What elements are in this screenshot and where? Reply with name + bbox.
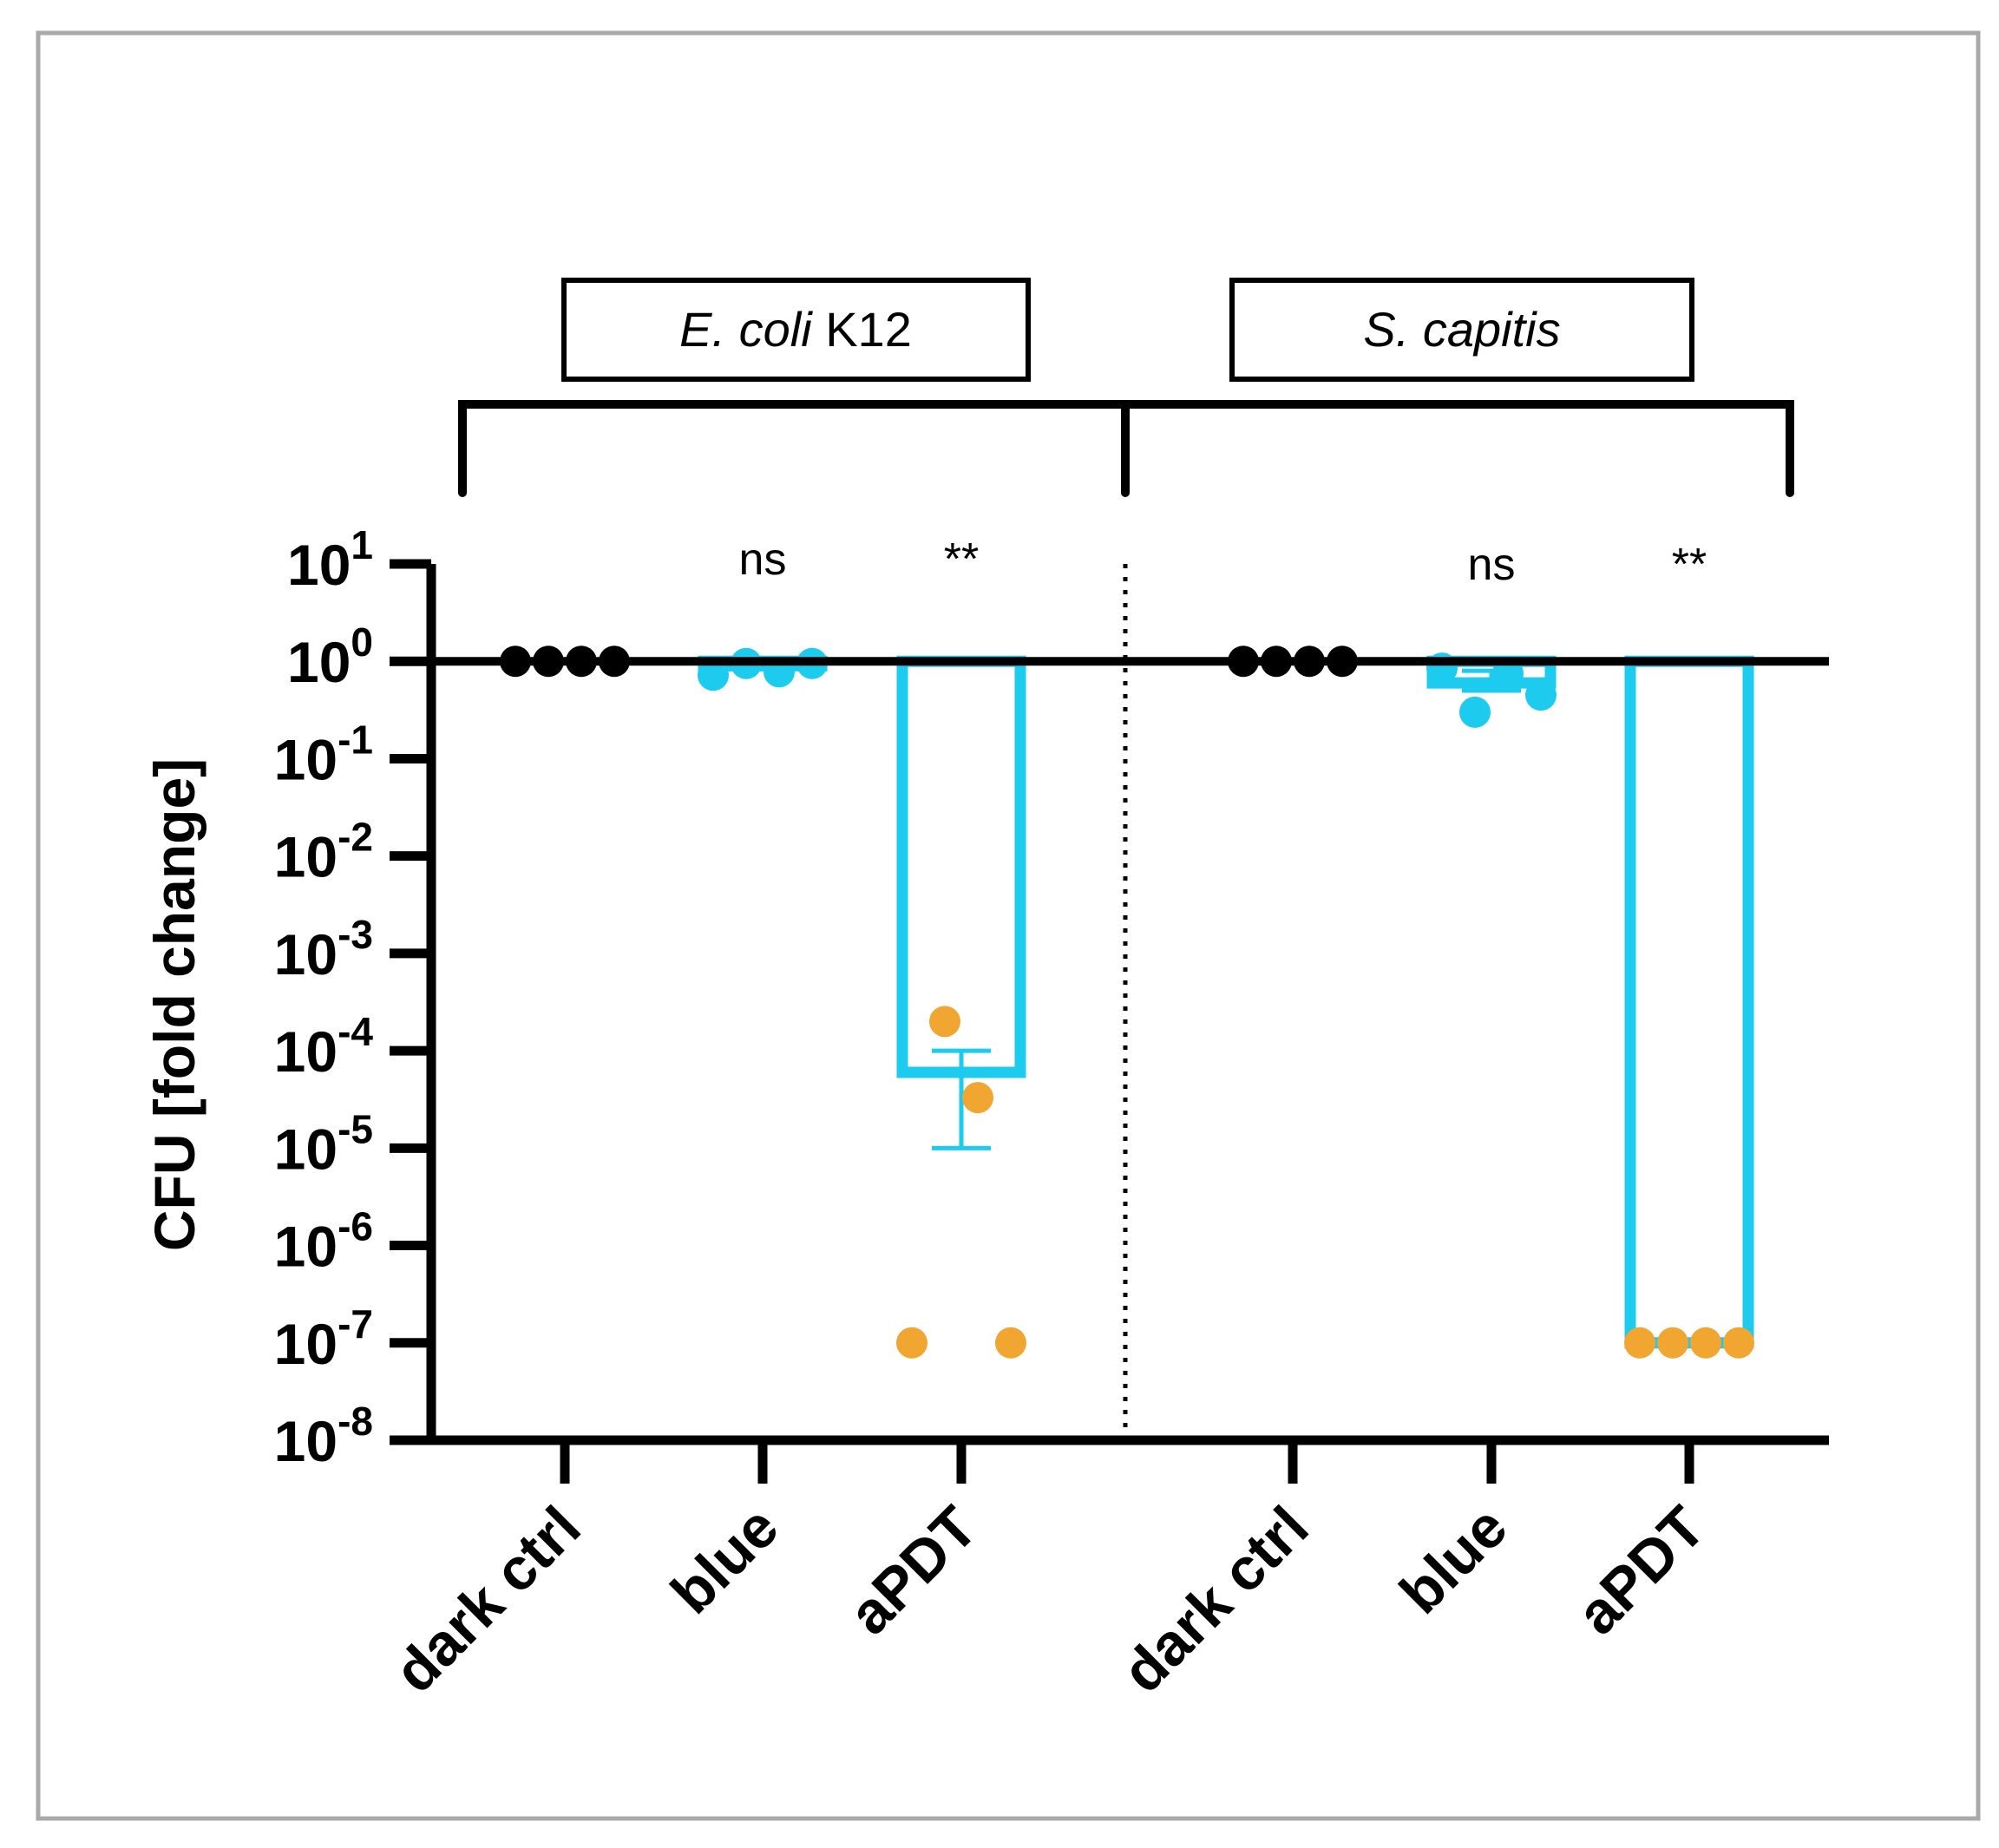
significance-label: ns [1468, 540, 1516, 590]
y-tick-label: 10-3 [274, 912, 373, 986]
group-label-box-ecoli [561, 278, 1031, 382]
data-point [698, 659, 729, 691]
significance-label: ** [1672, 540, 1707, 590]
bar-0-aPDT [896, 655, 1026, 1078]
data-point [896, 1327, 927, 1359]
data-point [1690, 1327, 1721, 1359]
group-label-scapitis: S. capitis [1363, 302, 1560, 357]
figure-frame [36, 30, 1981, 1821]
group-label-box-scapitis [1229, 278, 1694, 382]
category-label: blue [659, 1494, 791, 1627]
group-label-ecoli: E. coli K12 [679, 302, 912, 357]
y-tick-label: 10-5 [274, 1106, 373, 1181]
data-point [929, 1006, 960, 1038]
y-axis-label: CFU [fold change] [142, 758, 206, 1251]
data-point [1459, 696, 1491, 728]
category-label: aPDT [1564, 1494, 1718, 1648]
category-label: blue [1387, 1494, 1520, 1627]
y-tick-label: 10-7 [274, 1301, 373, 1376]
data-point [1525, 679, 1557, 711]
y-tick-label: 10-6 [274, 1204, 373, 1279]
data-point [962, 1082, 993, 1114]
group-bracket-scapitis [1121, 400, 1794, 497]
y-tick-label: 101 [287, 522, 373, 597]
significance-label: ns [739, 534, 787, 585]
axes [390, 559, 1829, 1484]
data-point [1492, 658, 1524, 690]
y-tick-label: 10-8 [274, 1399, 373, 1473]
data-point [1723, 1327, 1754, 1359]
y-tick-label: 10-2 [274, 815, 373, 889]
category-label: dark ctrl [1110, 1494, 1321, 1705]
category-label: dark ctrl [382, 1494, 593, 1705]
data-point [995, 1327, 1026, 1359]
category-label: aPDT [836, 1494, 990, 1648]
significance-label: ** [944, 534, 979, 585]
data-point [1624, 1327, 1655, 1359]
y-tick-label: 10-1 [274, 717, 373, 791]
y-tick-label: 100 [287, 619, 373, 694]
labels: dark ctrl ns blue ** aPDT dark ctrl ns blue ** aP… [274, 522, 1718, 1705]
bar-1-aPDT [1624, 655, 1754, 1349]
y-tick-label: 10-4 [274, 1009, 374, 1084]
data-point [1657, 1327, 1688, 1359]
plot-area [500, 645, 1754, 1359]
group-bracket-ecoli [458, 400, 1130, 497]
